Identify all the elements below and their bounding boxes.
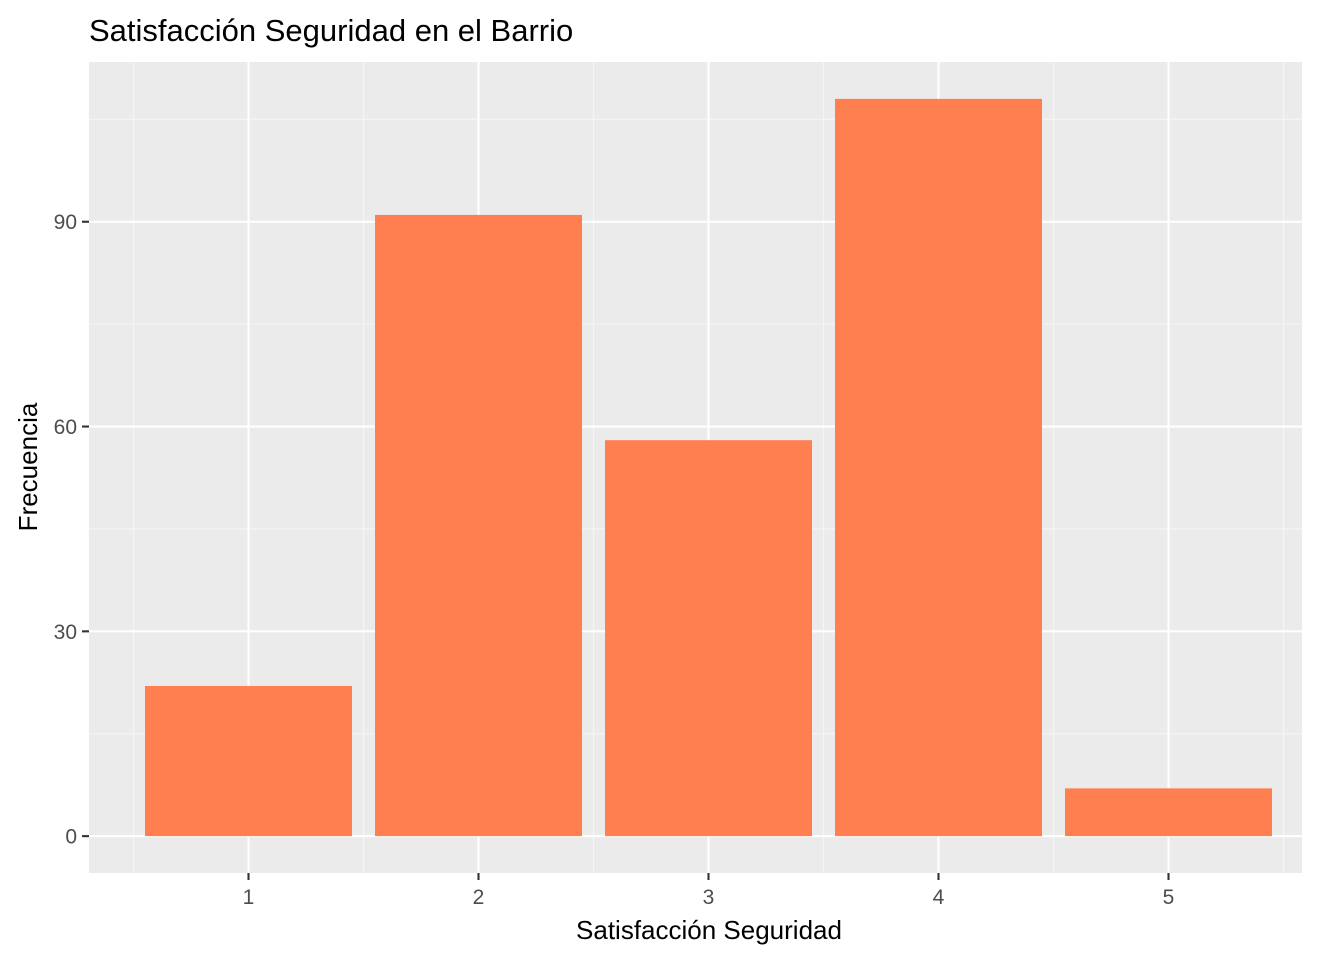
- y-axis: 0 30 60 90: [54, 211, 89, 849]
- x-tick-label: 3: [703, 886, 715, 909]
- bar-5: [1065, 788, 1272, 837]
- bar-3: [605, 440, 812, 837]
- bar-2: [375, 214, 582, 837]
- chart-title: Satisfacción Seguridad en el Barrio: [89, 13, 573, 48]
- y-tick-label: 30: [54, 621, 77, 644]
- y-axis-title: Frecuencia: [13, 402, 43, 531]
- x-axis: 1 2 3 4 5: [243, 873, 1175, 909]
- y-tick-label: 90: [54, 211, 77, 234]
- bar-4: [835, 98, 1042, 837]
- bars: [145, 98, 1272, 837]
- y-tick-label: 60: [54, 416, 77, 439]
- x-tick-label: 1: [243, 886, 255, 909]
- x-tick-label: 2: [473, 886, 485, 909]
- x-tick-label: 5: [1163, 886, 1175, 909]
- y-tick-label: 0: [65, 826, 77, 849]
- bar-1: [145, 685, 352, 837]
- x-axis-title: Satisfacción Seguridad: [576, 915, 842, 945]
- x-tick-label: 4: [933, 886, 945, 909]
